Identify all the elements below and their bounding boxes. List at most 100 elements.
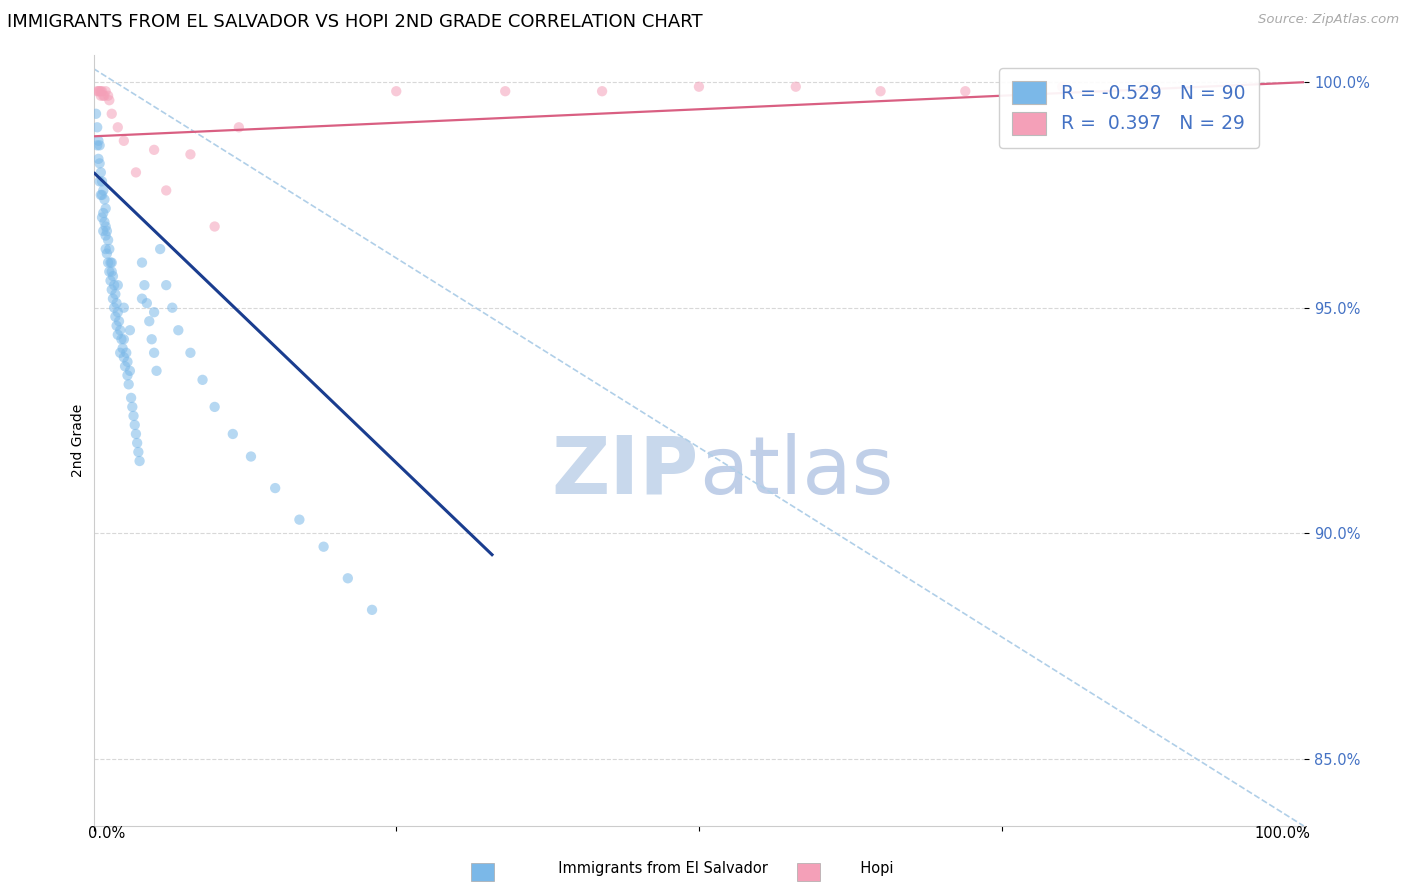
Point	[239, 450, 262, 464]
Point	[288, 513, 311, 527]
Text: 100.0%: 100.0%	[1254, 826, 1310, 841]
Point	[94, 84, 117, 98]
Point	[162, 301, 184, 315]
Point	[104, 287, 127, 301]
Point	[120, 391, 142, 405]
Point	[98, 93, 121, 107]
Point	[100, 255, 122, 269]
Point	[87, 134, 110, 148]
Point	[134, 278, 156, 293]
Point	[89, 138, 111, 153]
Point	[385, 84, 408, 98]
Point	[264, 481, 287, 495]
Point	[91, 183, 114, 197]
Point	[127, 436, 149, 450]
Text: 0.0%: 0.0%	[87, 826, 125, 841]
Point	[90, 188, 112, 202]
Point	[89, 174, 111, 188]
Point	[955, 84, 977, 98]
Point	[98, 264, 121, 278]
Point	[89, 156, 111, 170]
Point	[143, 143, 166, 157]
Point	[108, 346, 131, 360]
Point	[110, 332, 132, 346]
Point	[108, 323, 131, 337]
Point	[591, 84, 613, 98]
Point	[86, 120, 108, 135]
Text: Source: ZipAtlas.com: Source: ZipAtlas.com	[1258, 13, 1399, 27]
Point	[111, 341, 134, 355]
Text: ZIP: ZIP	[551, 433, 699, 510]
Point	[179, 346, 201, 360]
Point	[167, 323, 190, 337]
Point	[155, 183, 177, 197]
Point	[115, 346, 138, 360]
Point	[179, 147, 201, 161]
Point	[97, 255, 120, 269]
Point	[93, 215, 115, 229]
Point	[107, 278, 129, 293]
Point	[107, 327, 129, 342]
Point	[494, 84, 516, 98]
Point	[100, 255, 122, 269]
Point	[141, 332, 163, 346]
Point	[118, 364, 141, 378]
Point	[145, 364, 167, 378]
Point	[112, 301, 135, 315]
Point	[117, 368, 139, 383]
Point	[91, 224, 114, 238]
Point	[101, 292, 124, 306]
Point	[107, 120, 129, 135]
Point	[100, 274, 122, 288]
Point	[1136, 79, 1159, 94]
Point	[122, 409, 145, 423]
Text: Immigrants from El Salvador                    Hopi: Immigrants from El Salvador Hopi	[512, 861, 894, 876]
Point	[312, 540, 335, 554]
Point	[94, 228, 117, 243]
Point	[91, 211, 114, 225]
Point	[90, 165, 112, 179]
Point	[101, 269, 124, 284]
Point	[90, 88, 112, 103]
Point	[107, 305, 129, 319]
Point	[785, 79, 807, 94]
Point	[94, 219, 117, 234]
Point	[149, 242, 172, 256]
Point	[138, 314, 160, 328]
Point	[105, 318, 128, 333]
Y-axis label: 2nd Grade: 2nd Grade	[72, 404, 86, 477]
Point	[86, 84, 108, 98]
Point	[96, 224, 118, 238]
Point	[131, 255, 153, 269]
Point	[94, 242, 117, 256]
Point	[100, 107, 122, 121]
Point	[124, 417, 146, 432]
Point	[91, 84, 114, 98]
Point	[204, 219, 226, 234]
Point	[91, 206, 114, 220]
Text: IMMIGRANTS FROM EL SALVADOR VS HOPI 2ND GRADE CORRELATION CHART: IMMIGRANTS FROM EL SALVADOR VS HOPI 2ND …	[7, 13, 703, 31]
Point	[100, 283, 122, 297]
Point	[361, 603, 384, 617]
Point	[97, 233, 120, 247]
Point	[112, 134, 135, 148]
Point	[125, 165, 148, 179]
Point	[117, 355, 139, 369]
Point	[87, 84, 110, 98]
Point	[191, 373, 214, 387]
Point	[131, 292, 153, 306]
Text: atlas: atlas	[699, 433, 893, 510]
Point	[112, 332, 135, 346]
Point	[84, 107, 107, 121]
Point	[103, 301, 125, 315]
Point	[86, 138, 108, 153]
Point	[135, 296, 157, 310]
Point	[93, 88, 115, 103]
Point	[118, 377, 141, 392]
Point	[114, 359, 136, 374]
Point	[112, 351, 135, 365]
Point	[121, 400, 143, 414]
Point	[118, 323, 141, 337]
Point	[1050, 79, 1073, 94]
Point	[104, 310, 127, 324]
